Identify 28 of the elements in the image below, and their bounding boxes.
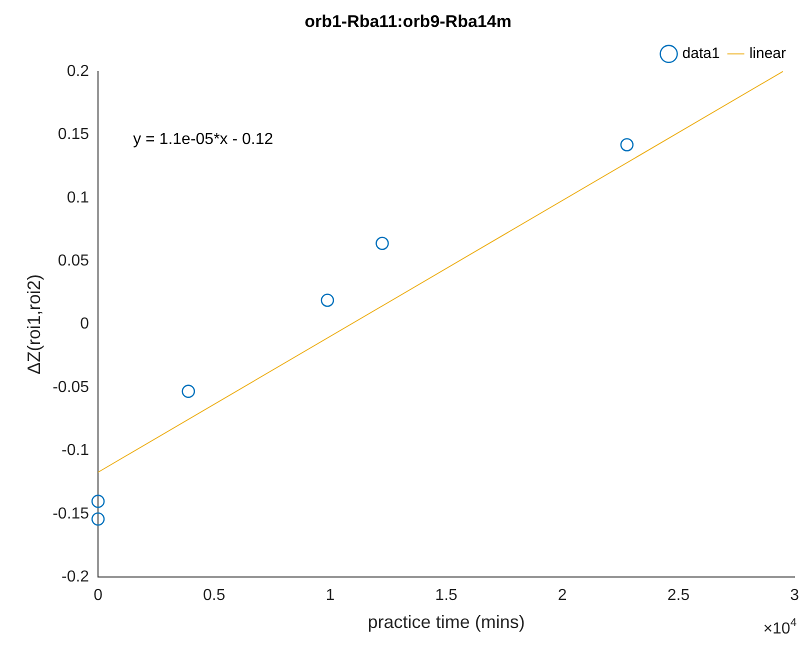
y-axis-title: ΔZ(roi1,roi2) xyxy=(24,274,44,374)
chart-title: orb1-Rba11:orb9-Rba14m xyxy=(304,12,512,31)
x-tick-label: 0 xyxy=(94,587,103,604)
point xyxy=(91,512,105,526)
point xyxy=(620,138,634,152)
y-tick-label: 0.05 xyxy=(58,252,90,270)
x-axis-title: practice time (mins) xyxy=(368,612,525,632)
y-tick-label: -0.15 xyxy=(52,505,90,522)
y-tick-label: 0.15 xyxy=(58,126,90,144)
point xyxy=(320,294,334,307)
y-tick-label: -0.1 xyxy=(61,442,90,460)
legend-label: data1 xyxy=(682,45,720,62)
x-tick-label: 0.5 xyxy=(203,587,226,604)
y-tick-label: -0.05 xyxy=(52,378,90,396)
y-tick-label: 0.1 xyxy=(66,189,90,206)
point xyxy=(182,384,196,398)
legend-label: linear xyxy=(749,45,786,62)
x-tick-label: 1 xyxy=(326,587,335,604)
x-tick-label: 1.5 xyxy=(435,587,458,604)
y-tick-label: 0 xyxy=(80,316,90,333)
x-tick-label: 2.5 xyxy=(667,587,690,604)
point xyxy=(91,494,105,508)
x-tick-label: 3 xyxy=(790,587,800,604)
y-tick-label: -0.2 xyxy=(61,568,90,586)
y-tick-label: 0.2 xyxy=(66,62,90,80)
annotation: y = 1.1e-05*x - 0.12 xyxy=(133,130,274,148)
x-tick-label: 2 xyxy=(558,587,567,604)
point xyxy=(376,236,389,250)
